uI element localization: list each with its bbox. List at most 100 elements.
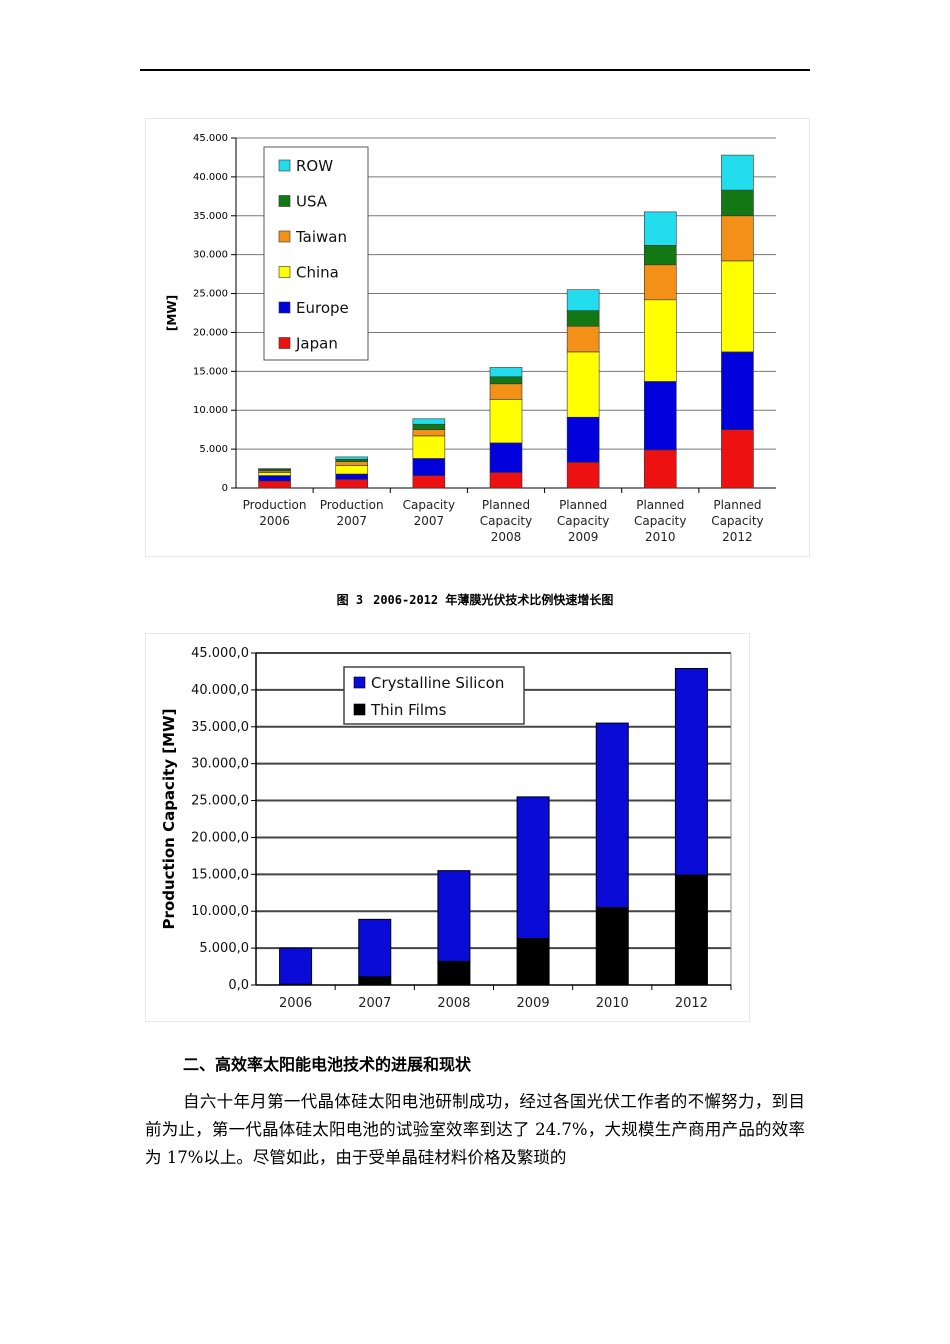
bar-segment-taiwan: [489, 383, 523, 400]
bar-segment-china: [258, 472, 291, 476]
bar-segment-europe: [335, 473, 369, 480]
x-tick-label: Production: [243, 498, 307, 512]
x-tick-label: 2012: [675, 996, 708, 1011]
x-tick-label: 2010: [645, 530, 676, 544]
legend-label: Crystalline Silicon: [371, 674, 504, 692]
y-tick-label: 5.000: [199, 444, 228, 455]
bar-segment-china: [335, 465, 369, 475]
bar-segment-china: [566, 351, 600, 418]
bar-segment-taiwan: [566, 325, 600, 353]
bar-segment-europe: [258, 475, 291, 482]
bar-segment-thin-films: [358, 976, 392, 986]
x-tick-label: 2012: [722, 530, 753, 544]
x-tick-label: 2007: [414, 514, 445, 528]
section-heading: 二、高效率太阳能电池技术的进展和现状: [183, 1055, 472, 1074]
legend-label: USA: [296, 193, 328, 211]
bar-segment-europe: [489, 442, 523, 473]
figure-number: 图 3: [336, 593, 364, 607]
y-tick-label: 25.000: [193, 289, 228, 300]
bar-segment-usa: [566, 310, 600, 327]
bar-segment-china: [489, 399, 523, 444]
bar-segment-row: [412, 418, 446, 425]
y-axis-label: Production Capacity [MW]: [160, 709, 178, 930]
bar-segment-usa: [643, 245, 677, 266]
x-tick-label: Planned: [713, 498, 761, 512]
bar-segment-crystalline-silicon: [674, 667, 708, 876]
regional-capacity-chart-svg: 0 5.000 10.000 15.000 20.000 25.000 30.000 35.0…: [165, 133, 776, 544]
x-tick-label: 2010: [596, 996, 629, 1011]
bar-segment-thin-films: [595, 907, 629, 986]
y-tick-label: 10.000,0: [191, 904, 249, 919]
legend-swatch-crystalline-silicon: [353, 676, 366, 689]
y-tick-label: 45.000,0: [191, 646, 249, 661]
legend-swatch-china: [278, 266, 291, 278]
legend-label: Japan: [295, 335, 338, 353]
legend-label: Europe: [296, 299, 349, 317]
bar-segment-japan: [335, 479, 369, 489]
bar-segment-crystalline-silicon: [595, 722, 629, 909]
y-tick-label: 15.000,0: [191, 867, 249, 882]
legend-swatch-thin-films: [353, 703, 366, 716]
bar-segment-japan: [258, 480, 291, 489]
y-tick-label: 30.000,0: [191, 757, 249, 772]
legend-swatch-row: [278, 159, 291, 172]
bar-segment-crystalline-silicon: [279, 947, 313, 985]
figure-caption: 图 3 2006-2012 年薄膜光伏技术比例快速增长图: [0, 591, 950, 608]
x-tick-label: Production: [320, 498, 384, 512]
bar-segment-japan: [643, 449, 677, 489]
body-paragraph: 自六十年月第一代晶体硅太阳电池研制成功，经过各国光伏工作者的不懈努力，到目前为止…: [145, 1092, 805, 1167]
y-tick-label: 15.000: [193, 366, 228, 377]
legend-box: [343, 666, 525, 725]
bar-segment-row: [489, 367, 523, 378]
bar-segment-row: [643, 211, 677, 246]
y-tick-label: 25.000,0: [191, 794, 249, 809]
bar-segment-usa: [335, 458, 369, 462]
figure-caption-text: 2006-2012 年薄膜光伏技术比例快速增长图: [373, 593, 614, 607]
bar-segment-crystalline-silicon: [516, 796, 550, 940]
y-tick-label: 0: [222, 483, 228, 494]
bar-segment-europe: [566, 416, 600, 463]
x-tick-label: 2009: [568, 530, 599, 544]
y-tick-label: 40.000: [193, 172, 228, 183]
bar-segment-row: [721, 154, 754, 191]
bar-segment-europe: [412, 458, 446, 476]
bar-segment-usa: [489, 376, 523, 385]
legend-label: China: [296, 264, 339, 282]
legend-box: [263, 146, 369, 361]
bar-segment-taiwan: [643, 264, 677, 301]
bar-segment-europe: [643, 381, 677, 451]
bar-segment-japan: [489, 472, 523, 489]
bar-segment-crystalline-silicon: [437, 870, 471, 962]
x-tick-label: 2006: [279, 996, 312, 1011]
y-tick-label: 45.000: [193, 133, 228, 144]
x-tick-label: Capacity: [403, 498, 455, 512]
y-tick-label: 10.000: [193, 405, 228, 416]
x-tick-label: 2006: [259, 514, 290, 528]
bar-segment-row: [258, 468, 291, 470]
bar-segment-usa: [412, 423, 446, 430]
y-axis-label: [MW]: [165, 295, 179, 331]
x-tick-label: Planned: [636, 498, 684, 512]
x-tick-label: Capacity: [711, 514, 763, 528]
technology-capacity-chart: 0,0 5.000,0 10.000,0 15.000,0 20.000,0 25.000…: [145, 633, 750, 1022]
bar-segment-japan: [721, 429, 754, 489]
y-tick-label: 35.000,0: [191, 720, 249, 735]
legend-swatch-taiwan: [278, 230, 291, 243]
bar-segment-taiwan: [721, 215, 754, 262]
y-tick-label: 40.000,0: [191, 683, 249, 698]
legend-label: Thin Films: [370, 701, 447, 719]
x-tick-label: 2007: [336, 514, 367, 528]
legend-label: Taiwan: [295, 228, 347, 246]
x-tick-label: 2009: [517, 996, 550, 1011]
bar-segment-crystalline-silicon: [358, 918, 392, 978]
bar-segment-china: [643, 299, 677, 382]
y-tick-label: 30.000: [193, 250, 228, 261]
bar-segment-row: [335, 456, 369, 460]
y-tick-label: 20.000,0: [191, 830, 249, 845]
legend-swatch-europe: [278, 301, 291, 314]
x-tick-label: Capacity: [634, 514, 686, 528]
x-tick-label: Capacity: [480, 514, 532, 528]
bar-segment-japan: [412, 475, 446, 489]
y-tick-label: 5.000,0: [199, 941, 249, 956]
regional-capacity-chart: 0 5.000 10.000 15.000 20.000 25.000 30.000 35.0…: [145, 118, 810, 557]
